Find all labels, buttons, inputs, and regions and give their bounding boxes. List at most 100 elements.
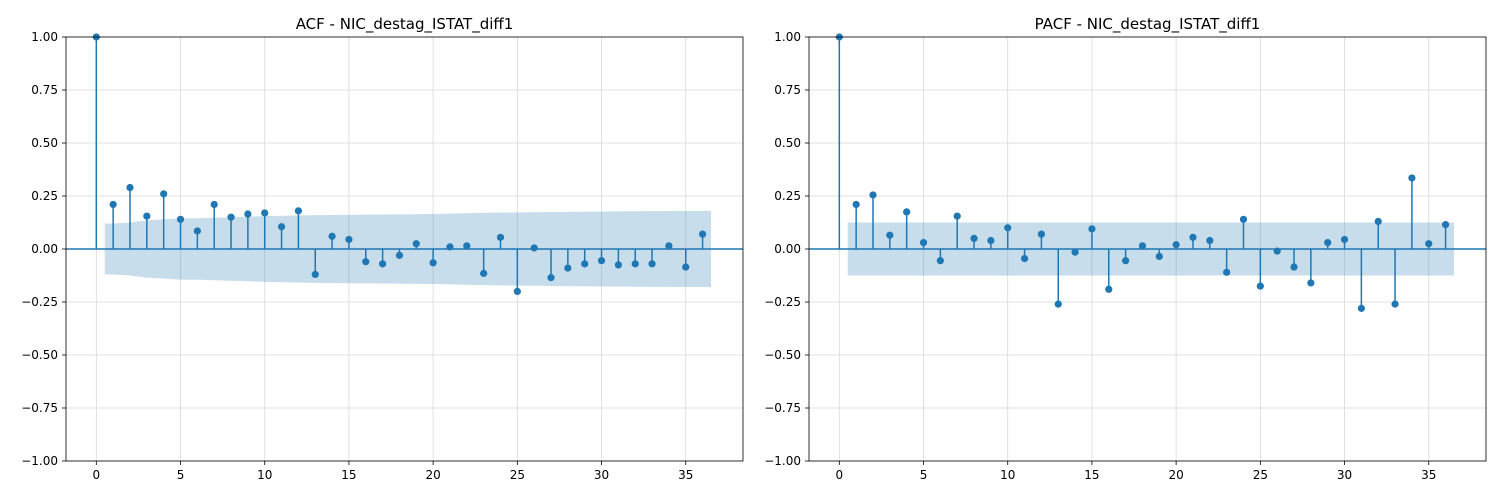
pacf-point-lag-4	[903, 208, 911, 216]
acf-point-lag-24	[496, 233, 505, 241]
acf-point-lag-26	[530, 244, 538, 252]
acf-x-tick-label: 25	[510, 468, 525, 482]
pacf-point-lag-22	[1206, 236, 1214, 245]
acf-y-tick-label: −0.75	[21, 401, 58, 415]
acf-x-tick-label: 30	[594, 468, 609, 482]
acf-point-lag-20	[429, 259, 437, 267]
acf-point-lag-35	[682, 263, 690, 271]
acf-x-tick-label: 20	[425, 468, 440, 482]
pacf-y-tick-label: −1.00	[764, 454, 801, 468]
pacf-point-lag-31	[1357, 304, 1365, 312]
acf-point-lag-19	[412, 240, 420, 248]
pacf-x-ticks: 0 5 10 15 20 25 30 35	[835, 461, 1436, 482]
acf-y-tick-label: −1.00	[21, 454, 58, 468]
acf-x-ticks: 0 5 10 15 20 25 30 35	[92, 461, 693, 482]
pacf-y-tick-label: −0.50	[764, 348, 801, 362]
pacf-point-lag-12	[1037, 230, 1046, 238]
pacf-point-lag-28	[1307, 279, 1315, 287]
acf-y-tick-label: 0.50	[31, 136, 58, 150]
pacf-stems	[835, 33, 1450, 312]
acf-x-tick-label: 5	[177, 468, 185, 482]
pacf-point-lag-5	[919, 239, 928, 247]
pacf-point-lag-32	[1374, 217, 1382, 226]
pacf-x-tick-label: 30	[1337, 468, 1352, 482]
pacf-y-tick-label: −0.75	[764, 401, 801, 415]
acf-point-lag-25	[513, 287, 521, 295]
acf-point-lag-21	[446, 243, 454, 251]
pacf-y-tick-label: 0.00	[774, 242, 801, 256]
acf-point-lag-12	[294, 207, 303, 215]
acf-point-lag-33	[648, 260, 656, 268]
pacf-point-lag-14	[1071, 248, 1079, 256]
acf-point-lag-14	[328, 232, 336, 240]
pacf-point-lag-9	[987, 236, 995, 245]
pacf-x-tick-label: 25	[1253, 468, 1268, 482]
acf-point-lag-1	[109, 200, 117, 209]
pacf-point-lag-29	[1324, 239, 1332, 247]
pacf-point-lag-18	[1138, 242, 1147, 250]
pacf-y-tick-label: 0.75	[774, 83, 801, 97]
pacf-x-tick-label: 0	[835, 468, 843, 482]
acf-point-lag-31	[614, 261, 622, 269]
acf-y-tick-label: −0.25	[21, 295, 58, 309]
pacf-point-lag-11	[1020, 254, 1029, 263]
acf-y-tick-label: 0.75	[31, 83, 58, 97]
pacf-point-lag-33	[1391, 300, 1399, 308]
acf-x-tick-label: 15	[341, 468, 356, 482]
pacf-point-lag-10	[1004, 224, 1012, 232]
pacf-point-lag-26	[1273, 247, 1281, 255]
pacf-x-tick-label: 10	[1000, 468, 1015, 482]
acf-point-lag-16	[362, 258, 370, 266]
pacf-x-tick-label: 15	[1084, 468, 1099, 482]
acf-x-tick-label: 0	[92, 468, 100, 482]
acf-point-lag-22	[463, 242, 471, 250]
acf-stems	[92, 33, 707, 295]
pacf-y-tick-label: −0.25	[764, 295, 801, 309]
acf-point-lag-15	[345, 235, 353, 244]
acf-title: ACF - NIC_destag_ISTAT_diff1	[296, 15, 514, 34]
pacf-point-lag-19	[1155, 252, 1163, 261]
pacf-y-tick-label: 0.25	[774, 189, 801, 203]
pacf-y-tick-label: 1.00	[774, 30, 801, 44]
acf-y-tick-label: −0.50	[21, 348, 58, 362]
acf-point-lag-23	[480, 269, 488, 277]
acf-point-lag-4	[160, 190, 168, 198]
pacf-point-lag-17	[1122, 257, 1130, 265]
acf-point-lag-11	[277, 223, 286, 231]
acf-point-lag-9	[244, 210, 252, 218]
pacf-point-lag-23	[1223, 268, 1231, 276]
acf-x-tick-label: 10	[257, 468, 272, 482]
acf-point-lag-32	[631, 260, 639, 268]
pacf-point-lag-35	[1425, 240, 1433, 248]
pacf-point-lag-27	[1290, 263, 1298, 271]
pacf-point-lag-15	[1088, 225, 1096, 233]
pacf-point-lag-3	[886, 231, 894, 239]
pacf-y-tick-label: 0.50	[774, 136, 801, 150]
acf-point-lag-2	[126, 183, 134, 192]
pacf-title: PACF - NIC_destag_ISTAT_diff1	[1035, 15, 1261, 34]
acf-panel: ACF - NIC_destag_ISTAT_diff1 0 5 10 15 20 25 3…	[21, 15, 744, 482]
acf-point-lag-3	[143, 212, 151, 220]
acf-point-lag-6	[193, 227, 201, 235]
pacf-point-lag-2	[869, 191, 877, 199]
acf-y-tick-label: 0.00	[31, 242, 58, 256]
acf-point-lag-18	[395, 251, 404, 259]
pacf-x-tick-label: 5	[920, 468, 928, 482]
pacf-point-lag-25	[1256, 282, 1264, 290]
acf-point-lag-8	[227, 213, 235, 221]
pacf-x-tick-label: 35	[1421, 468, 1436, 482]
pacf-panel: PACF - NIC_destag_ISTAT_diff1 0 5 10 15 20 25…	[764, 15, 1487, 482]
acf-point-lag-17	[379, 260, 387, 268]
acf-point-lag-29	[581, 260, 589, 268]
pacf-x-tick-label: 20	[1168, 468, 1183, 482]
acf-point-lag-30	[597, 257, 606, 265]
pacf-point-lag-8	[970, 234, 978, 242]
pacf-point-lag-1	[852, 200, 860, 209]
acf-point-lag-7	[210, 200, 218, 209]
pacf-point-lag-30	[1340, 235, 1349, 244]
acf-point-lag-13	[311, 270, 319, 279]
pacf-point-lag-21	[1189, 233, 1197, 241]
pacf-point-lag-24	[1239, 215, 1248, 223]
acf-point-lag-34	[665, 242, 673, 250]
